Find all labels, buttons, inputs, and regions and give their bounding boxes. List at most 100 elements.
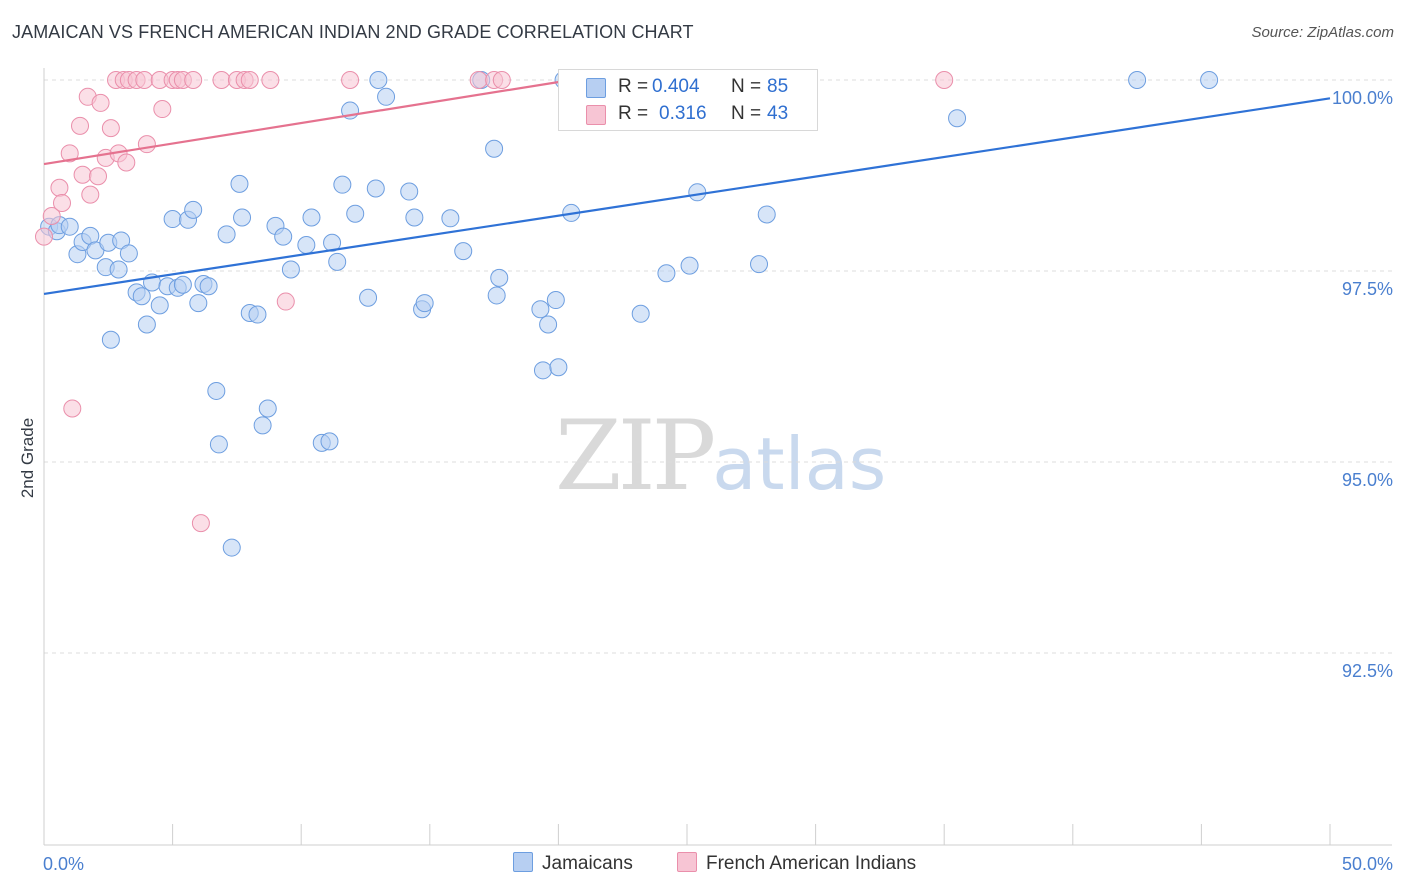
data-point	[359, 288, 378, 307]
watermark: ZIPatlas	[555, 400, 886, 512]
data-point	[163, 210, 182, 229]
legend-r-value: 0.316	[659, 103, 707, 124]
legend-swatch-french-american-indians	[586, 105, 606, 125]
data-point	[248, 305, 267, 324]
data-point	[935, 71, 954, 89]
data-point	[490, 268, 509, 287]
data-point	[199, 277, 218, 296]
data-point	[297, 236, 316, 255]
data-point	[212, 71, 231, 89]
bottom-legend-jamaicans: Jamaicans	[513, 852, 633, 875]
watermark-zip: ZIP	[555, 400, 716, 512]
y-tick-label: 100.0%	[1332, 88, 1393, 108]
data-point	[230, 174, 249, 193]
x-tick-label-min: 0.0%	[43, 854, 84, 874]
grid-lines	[44, 79, 1392, 654]
data-point	[135, 71, 154, 89]
y-axis-label: 2nd Grade	[18, 418, 37, 498]
bottom-legend-swatch	[513, 852, 533, 872]
data-point	[209, 435, 228, 454]
correlation-legend: R = 0.404 N = 85 R = 0.316 N = 43	[558, 69, 818, 131]
data-point	[173, 275, 192, 294]
data-point	[405, 208, 424, 227]
legend-n-value: 85	[767, 76, 789, 97]
data-point	[680, 256, 699, 275]
data-point	[109, 260, 128, 279]
trend-line	[43, 97, 1331, 296]
data-point	[207, 381, 226, 400]
series-jamaicans	[40, 71, 1219, 557]
data-point	[369, 71, 388, 89]
data-point	[757, 205, 776, 224]
legend-r-label: R =	[618, 103, 649, 124]
data-point	[415, 294, 434, 313]
bottom-legend-french-american-indians: French American Indians	[677, 852, 916, 875]
data-point	[50, 178, 69, 197]
data-point	[531, 300, 550, 319]
legend-r-value: 0.404	[652, 76, 700, 97]
legend-row-jamaicans: R = 0.404 N = 85	[559, 72, 817, 102]
data-point	[274, 227, 293, 246]
legend-n-label: N =	[731, 76, 762, 97]
data-point	[281, 260, 300, 279]
data-point	[366, 179, 385, 198]
data-point	[377, 87, 396, 106]
data-point	[91, 93, 110, 112]
data-point	[81, 185, 100, 204]
bottom-legend-label: Jamaicans	[542, 853, 633, 874]
data-point	[320, 432, 339, 451]
axes	[43, 68, 1392, 846]
trend-line	[43, 78, 572, 166]
data-point	[153, 100, 172, 119]
data-point	[688, 183, 707, 202]
data-point	[101, 330, 120, 349]
data-point	[492, 71, 511, 89]
data-point	[323, 233, 342, 252]
data-point	[101, 119, 120, 138]
data-point	[189, 294, 208, 313]
data-point	[631, 304, 650, 323]
data-point	[35, 227, 53, 246]
data-point	[258, 399, 277, 418]
data-point	[137, 135, 156, 154]
data-point	[119, 244, 138, 263]
data-point	[487, 286, 506, 305]
data-point	[549, 358, 568, 377]
watermark-atlas: atlas	[712, 422, 887, 506]
chart-source: Source: ZipAtlas.com	[1251, 24, 1394, 41]
y-tick-label: 92.5%	[1342, 661, 1393, 681]
data-point	[441, 209, 460, 228]
data-point	[60, 144, 79, 163]
data-point	[341, 71, 360, 89]
data-point	[657, 264, 676, 283]
data-point	[346, 204, 365, 223]
data-point	[253, 416, 272, 435]
bottom-legend-swatch	[677, 852, 697, 872]
data-point	[240, 71, 259, 89]
data-point	[469, 71, 488, 89]
legend-n-value: 43	[767, 103, 789, 124]
data-point	[191, 514, 210, 533]
data-point	[217, 225, 236, 244]
y-tick-labels: 100.0% 97.5% 95.0% 92.5%	[1332, 88, 1393, 681]
data-point	[948, 109, 967, 128]
y-tick-label: 97.5%	[1342, 279, 1393, 299]
data-point	[261, 71, 280, 89]
data-point	[454, 242, 473, 261]
data-point	[117, 153, 136, 172]
data-point	[533, 361, 552, 380]
legend-row-french-american-indians: R = 0.316 N = 43	[559, 99, 817, 129]
data-point	[1128, 71, 1147, 89]
legend-swatch-jamaicans	[586, 78, 606, 98]
data-point	[276, 292, 295, 311]
data-point	[328, 252, 347, 271]
data-point	[302, 208, 321, 227]
data-point	[233, 208, 252, 227]
data-point	[42, 206, 61, 225]
data-point	[89, 167, 108, 186]
data-point	[132, 287, 151, 306]
x-ticks	[43, 824, 1331, 845]
bottom-legend-label: French American Indians	[706, 853, 917, 874]
legend-n-label: N =	[731, 103, 762, 124]
